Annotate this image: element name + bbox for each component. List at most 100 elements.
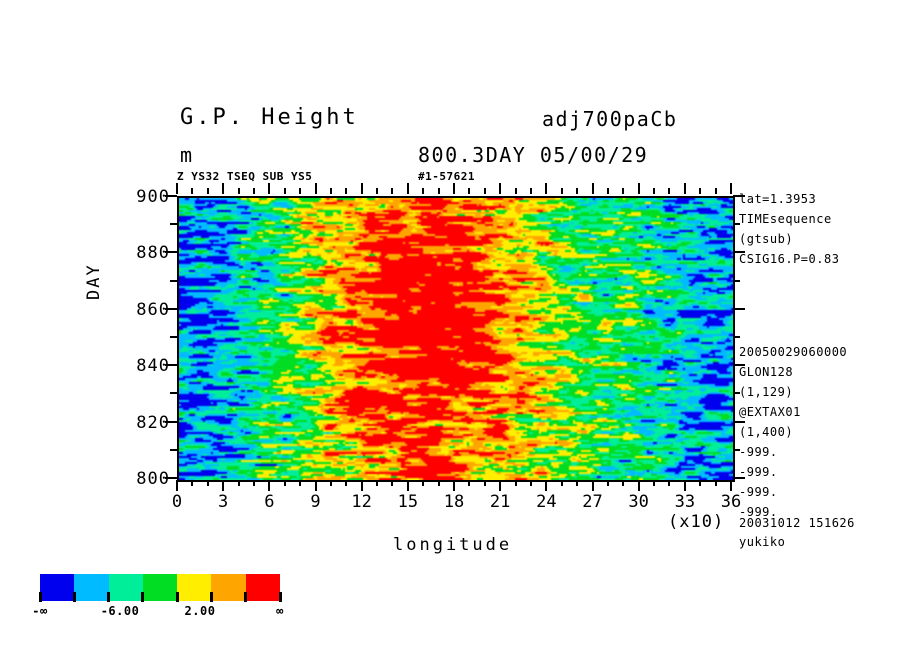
x-tick-mark-top <box>453 183 455 194</box>
colorbar-tick <box>244 592 248 602</box>
x-tick-mark <box>453 480 455 491</box>
colorbar-label: 2.00 <box>184 604 216 618</box>
x-tick-mark-top <box>406 183 409 194</box>
x-tick-minor <box>283 480 286 486</box>
x-tick-label: 24 <box>536 492 557 512</box>
colorbar <box>40 574 280 601</box>
x-tick-label: 0 <box>171 492 183 512</box>
x-tick-mark-top <box>683 183 686 194</box>
x-tick-minor-top <box>252 188 255 194</box>
x-tick-minor-top <box>622 188 625 194</box>
x-tick-minor <box>252 480 255 486</box>
x-tick-label: 30 <box>628 492 649 512</box>
annotation-line: (1,129) <box>739 385 794 399</box>
annotation-line: -999. <box>739 465 778 479</box>
x-tick-minor <box>422 480 425 486</box>
page-title: G.P. Height <box>180 105 359 130</box>
colorbar-label: ∞ <box>276 604 284 618</box>
x-tick-minor <box>560 480 563 486</box>
colorbar-swatch <box>74 574 109 601</box>
x-tick-minor <box>391 480 394 486</box>
y-tick-mark <box>165 307 177 310</box>
x-tick-minor <box>514 480 517 486</box>
x-tick-minor-top <box>714 188 717 194</box>
x-tick-label: 21 <box>489 492 511 512</box>
x-tick-mark-top <box>730 183 732 194</box>
x-tick-mark-top <box>222 183 225 194</box>
y-tick-mark-right <box>733 364 745 367</box>
colorbar-label: -6.00 <box>100 604 140 618</box>
colorbar-tick <box>72 592 76 602</box>
x-tick-mark <box>637 480 640 491</box>
heatmap-canvas <box>179 198 733 480</box>
x-tick-minor-top <box>653 188 656 194</box>
x-tick-minor-top <box>437 188 440 194</box>
x-tick-mark <box>314 480 317 491</box>
x-tick-label: 3 <box>218 492 229 512</box>
x-tick-mark-top <box>499 183 502 194</box>
colorbar-tick <box>278 592 282 602</box>
colorbar-swatch <box>40 574 75 601</box>
x-tick-mark-top <box>268 183 271 194</box>
x-tick-minor-top <box>329 188 332 194</box>
x-tick-minor <box>345 480 348 486</box>
x-tick-minor-top <box>468 188 471 194</box>
render-user: yukiko <box>739 535 786 549</box>
colorbar-tick <box>209 592 213 602</box>
x-tick-minor-top <box>514 188 517 194</box>
y-tick-minor-right <box>733 392 740 395</box>
x-tick-minor <box>329 480 332 486</box>
colorbar-tick <box>141 592 145 602</box>
timestep-label: 800.3DAY 05/00/29 <box>418 143 649 167</box>
x-tick-label: 12 <box>351 492 372 512</box>
y-tick-label: 900 <box>136 187 170 207</box>
y-tick-mark <box>165 251 177 254</box>
y-tick-minor <box>170 279 177 282</box>
x-tick-minor-top <box>483 188 486 194</box>
y-tick-label: 860 <box>136 299 170 320</box>
x-tick-minor-top <box>206 188 209 194</box>
x-tick-minor <box>237 480 240 486</box>
y-tick-label: 820 <box>136 412 170 433</box>
annotation-line: -999. <box>739 485 778 499</box>
x-tick-mark <box>545 480 548 491</box>
x-tick-minor-top <box>376 188 379 194</box>
x-tick-label: 18 <box>443 492 465 512</box>
annotation-line: lat=1.3953 <box>739 192 817 206</box>
x-tick-minor-top <box>668 188 671 194</box>
y-tick-mark <box>165 364 177 367</box>
x-tick-minor <box>299 480 302 486</box>
x-axis-multiplier: (x10) <box>668 512 725 532</box>
x-tick-mark <box>683 480 686 491</box>
annotation-line: @EXTAX01 <box>739 405 801 419</box>
x-tick-minor-top <box>345 188 348 194</box>
y-axis-label: DAY <box>84 263 104 300</box>
y-tick-label: 880 <box>136 243 170 264</box>
y-tick-minor-right <box>733 279 740 282</box>
unit-label: m <box>180 143 195 167</box>
x-tick-label: 15 <box>397 492 419 512</box>
x-tick-mark <box>499 480 502 491</box>
colorbar-tick <box>107 592 111 602</box>
y-tick-mark-right <box>733 251 745 254</box>
x-tick-mark <box>176 480 178 491</box>
y-tick-mark <box>165 477 177 479</box>
x-tick-mark <box>222 480 225 491</box>
y-tick-label: 800 <box>136 469 170 489</box>
y-tick-mark-right <box>733 195 745 197</box>
y-tick-minor-right <box>733 448 740 451</box>
annotation-line: -999. <box>739 445 778 459</box>
colorbar-swatch <box>142 574 178 601</box>
x-tick-minor <box>376 480 379 486</box>
y-tick-label: 840 <box>136 356 170 377</box>
annotation-line: -999. <box>739 505 778 519</box>
x-tick-minor <box>576 480 579 486</box>
x-tick-minor <box>714 480 717 486</box>
y-tick-mark <box>165 420 177 423</box>
colorbar-swatch <box>108 574 143 601</box>
heatmap-plot-area <box>177 196 735 482</box>
x-tick-minor <box>206 480 209 486</box>
x-tick-minor <box>653 480 656 486</box>
x-tick-minor <box>529 480 532 486</box>
x-tick-label: 27 <box>582 492 603 512</box>
